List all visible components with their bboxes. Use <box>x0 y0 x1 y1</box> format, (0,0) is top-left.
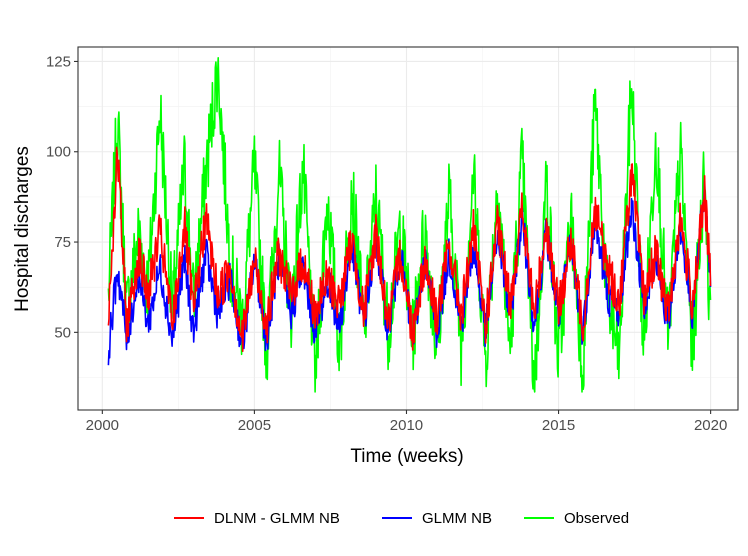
y-axis: 50 75 100 125 <box>46 53 78 341</box>
x-tick-label: 2010 <box>390 417 423 434</box>
x-tick-label: 2000 <box>86 417 119 434</box>
y-tick-label: 125 <box>46 53 71 70</box>
legend-label: GLMM NB <box>422 510 492 527</box>
y-tick-label: 100 <box>46 144 71 161</box>
legend-label: Observed <box>564 510 629 527</box>
x-tick-label: 2020 <box>694 417 727 434</box>
y-tick-label: 50 <box>54 324 71 341</box>
legend-label: DLNM - GLMM NB <box>214 510 340 527</box>
major-gridlines <box>78 47 738 410</box>
x-tick-label: 2005 <box>238 417 271 434</box>
legend: DLNM - GLMM NB GLMM NB Observed <box>174 510 629 527</box>
y-tick-label: 75 <box>54 234 71 251</box>
series-line-dlnm-glmm-nb <box>107 146 712 352</box>
y-axis-title: Hospital discharges <box>12 146 33 312</box>
plot-border <box>77 46 739 411</box>
x-axis-title: Time (weeks) <box>350 446 463 467</box>
x-tick-label: 2015 <box>542 417 575 434</box>
series-layer <box>107 57 712 393</box>
x-axis: 2000 2005 2010 2015 2020 <box>86 410 727 434</box>
